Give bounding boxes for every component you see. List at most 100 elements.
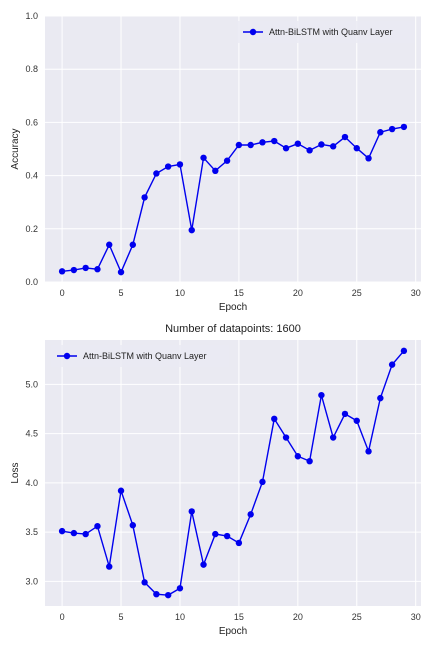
y-tick-label: 0.0 <box>25 277 38 287</box>
data-point <box>58 527 66 535</box>
y-axis-label: Accuracy <box>10 128 21 169</box>
x-tick-label: 10 <box>175 288 185 298</box>
legend-box <box>51 345 229 367</box>
y-tick-label: 1.0 <box>25 11 38 21</box>
data-point <box>400 347 408 355</box>
accuracy-chart: 0 5 10 15 20 25 30 0.0 0.2 0.4 0.6 0.8 1.0 Epoch Accur… <box>10 11 421 313</box>
legend-label: Attn-BiLSTM with Quanv Layer <box>83 351 207 361</box>
data-point <box>329 434 337 441</box>
y-tick-label: 0.4 <box>25 171 38 181</box>
data-point <box>318 391 325 399</box>
plot-background <box>45 340 421 606</box>
data-point <box>388 125 396 133</box>
legend-label: Attn-BiLSTM with Quanv Layer <box>269 27 393 37</box>
data-point <box>141 579 148 586</box>
data-point <box>353 417 360 424</box>
data-point <box>70 529 78 537</box>
data-point <box>164 591 172 599</box>
data-point <box>353 145 360 152</box>
chart-title: Number of datapoints: 1600 <box>165 323 301 335</box>
legend-marker <box>249 28 257 36</box>
x-tick-label: 10 <box>175 612 185 622</box>
data-point <box>247 141 254 149</box>
data-point <box>282 434 290 441</box>
data-point <box>259 478 266 486</box>
legend: Attn-BiLSTM with Quanv Layer <box>51 345 229 367</box>
data-point <box>235 141 243 149</box>
x-tick-label: 30 <box>411 288 421 298</box>
data-point <box>377 394 384 402</box>
data-point <box>212 530 219 538</box>
data-point <box>365 448 372 455</box>
y-tick-label: 4.5 <box>25 429 38 439</box>
data-point <box>223 532 231 540</box>
x-tick-label: 25 <box>352 612 362 622</box>
data-point <box>294 140 302 147</box>
data-point <box>200 561 207 568</box>
data-point <box>82 264 89 272</box>
data-point <box>306 147 313 154</box>
x-tick-label: 0 <box>60 288 65 298</box>
data-point <box>271 137 278 145</box>
data-point <box>106 241 113 248</box>
y-tick-label: 4.0 <box>25 478 38 488</box>
x-tick-label: 20 <box>293 612 303 622</box>
data-point <box>318 141 325 148</box>
data-point <box>306 457 313 465</box>
data-point <box>82 530 89 538</box>
loss-chart: 0 5 10 15 20 25 30 3.0 3.5 4.0 4.5 5.0 Epoch Loss Numb… <box>10 323 421 637</box>
y-tick-label: 5.0 <box>25 379 38 389</box>
data-point <box>329 143 337 150</box>
y-tick-label: 3.5 <box>25 527 38 537</box>
data-point <box>70 266 78 274</box>
data-point <box>117 268 125 276</box>
data-point <box>294 453 302 460</box>
data-point <box>282 145 290 152</box>
data-point <box>365 155 372 162</box>
data-point <box>129 522 137 529</box>
x-tick-label: 30 <box>411 612 421 622</box>
data-point <box>400 123 408 131</box>
x-tick-label: 0 <box>60 612 65 622</box>
legend: Attn-BiLSTM with Quanv Layer <box>237 21 415 43</box>
data-point <box>153 170 160 177</box>
y-axis-label: Loss <box>10 462 21 483</box>
data-point <box>271 415 278 423</box>
data-point <box>176 161 184 168</box>
data-point <box>200 154 207 161</box>
data-point <box>164 163 172 170</box>
plot-background <box>45 16 421 282</box>
data-point <box>94 523 101 530</box>
data-point <box>188 508 195 515</box>
data-point <box>141 194 148 201</box>
legend-marker <box>63 352 71 360</box>
y-tick-label: 0.8 <box>25 64 38 74</box>
data-point <box>153 590 160 598</box>
data-point <box>247 511 254 518</box>
x-tick-label: 25 <box>352 288 362 298</box>
data-point <box>212 167 219 175</box>
data-point <box>176 585 184 592</box>
data-point <box>94 266 101 273</box>
data-point <box>188 226 195 234</box>
data-point <box>341 133 349 141</box>
data-point <box>377 129 384 136</box>
data-point <box>117 487 125 494</box>
data-point <box>106 563 113 570</box>
data-point <box>223 157 231 164</box>
x-tick-label: 5 <box>119 612 124 622</box>
data-point <box>129 241 137 248</box>
data-point <box>235 539 243 547</box>
y-tick-label: 0.2 <box>25 224 38 234</box>
legend-box <box>237 21 415 43</box>
x-tick-label: 15 <box>234 288 244 298</box>
x-axis-label: Epoch <box>219 626 247 637</box>
data-point <box>341 410 349 418</box>
data-point <box>259 139 266 146</box>
data-point <box>58 268 66 275</box>
x-tick-label: 5 <box>119 288 124 298</box>
x-tick-label: 20 <box>293 288 303 298</box>
data-point <box>388 361 396 368</box>
x-axis-label: Epoch <box>219 302 247 313</box>
